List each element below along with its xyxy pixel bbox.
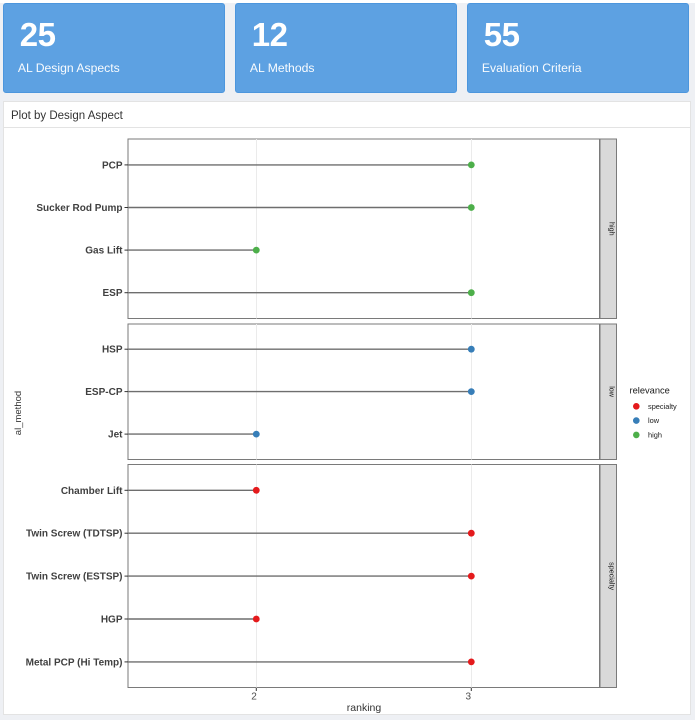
svg-text:Sucker Rod Pump: Sucker Rod Pump [36, 203, 122, 214]
svg-text:specialty: specialty [648, 402, 677, 411]
svg-text:Metal PCP (Hi Temp): Metal PCP (Hi Temp) [26, 657, 123, 668]
svg-text:al_method: al_method [13, 391, 24, 435]
svg-text:specialty: specialty [607, 562, 616, 590]
svg-text:Twin Screw (TDTSP): Twin Screw (TDTSP) [26, 529, 123, 540]
svg-text:low: low [648, 416, 660, 425]
svg-text:ESP: ESP [102, 288, 122, 299]
svg-text:low: low [607, 386, 616, 398]
svg-text:ranking: ranking [347, 702, 382, 714]
svg-text:relevance: relevance [630, 385, 670, 395]
svg-text:PCP: PCP [102, 160, 123, 171]
svg-text:2: 2 [251, 692, 257, 703]
svg-text:HGP: HGP [101, 615, 123, 626]
svg-text:Gas Lift: Gas Lift [85, 246, 123, 257]
svg-text:3: 3 [466, 692, 472, 703]
svg-text:high: high [648, 431, 662, 440]
svg-text:ESP-CP: ESP-CP [85, 387, 123, 398]
svg-text:HSP: HSP [102, 345, 123, 356]
svg-text:high: high [607, 222, 616, 236]
svg-text:Chamber Lift: Chamber Lift [61, 486, 123, 497]
svg-text:Jet: Jet [108, 430, 123, 441]
svg-text:Twin Screw (ESTSP): Twin Screw (ESTSP) [26, 572, 123, 583]
